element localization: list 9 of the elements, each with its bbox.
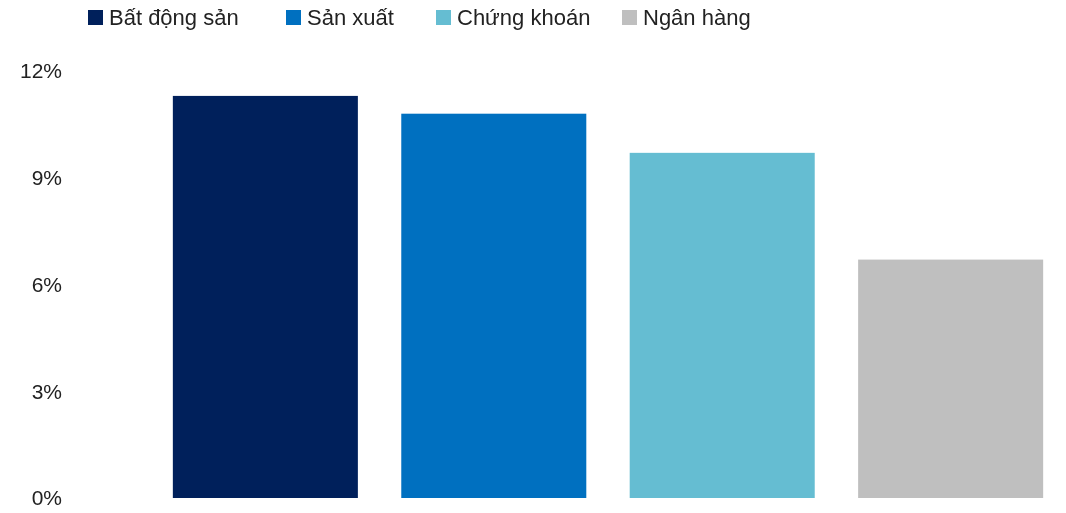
y-tick-label: 0%	[31, 486, 62, 510]
legend-label: Chứng khoán	[457, 5, 591, 30]
legend-label: Bất động sản	[109, 5, 239, 30]
y-tick-label: 6%	[31, 272, 62, 296]
y-tick-label: 12%	[19, 59, 62, 83]
legend-label: Sản xuất	[307, 5, 394, 30]
y-tick-label: 3%	[31, 379, 62, 403]
y-tick-label: 9%	[31, 166, 62, 190]
legend-label: Ngân hàng	[643, 5, 751, 30]
